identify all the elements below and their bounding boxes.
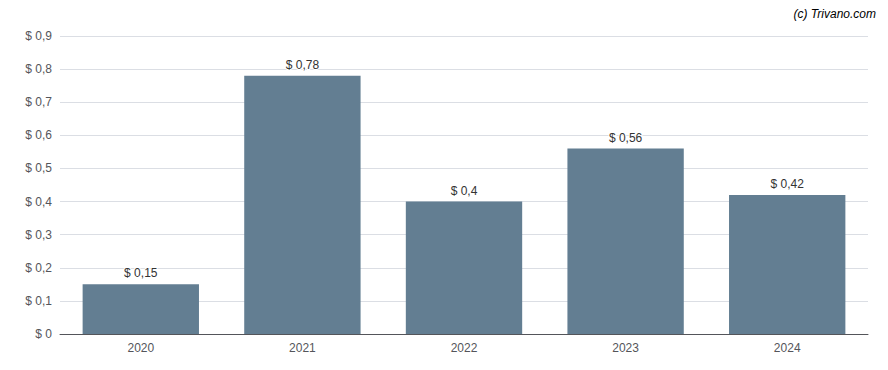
svg-text:$ 0,8: $ 0,8 <box>25 62 52 76</box>
svg-text:$ 0,5: $ 0,5 <box>25 161 52 175</box>
svg-text:$ 0,42: $ 0,42 <box>771 177 805 191</box>
svg-text:$ 0,56: $ 0,56 <box>609 131 643 145</box>
svg-text:$ 0: $ 0 <box>35 327 52 341</box>
svg-text:2023: 2023 <box>612 341 639 355</box>
svg-text:(c) Trivano.com: (c) Trivano.com <box>794 7 876 21</box>
svg-text:$ 0,7: $ 0,7 <box>25 95 52 109</box>
svg-text:$ 0,2: $ 0,2 <box>25 261 52 275</box>
svg-text:2024: 2024 <box>774 341 801 355</box>
svg-text:2020: 2020 <box>127 341 154 355</box>
svg-text:$ 0,78: $ 0,78 <box>286 58 320 72</box>
svg-text:$ 0,1: $ 0,1 <box>25 294 52 308</box>
svg-text:$ 0,4: $ 0,4 <box>451 184 478 198</box>
svg-text:$ 0,15: $ 0,15 <box>124 266 158 280</box>
svg-text:$ 0,3: $ 0,3 <box>25 228 52 242</box>
svg-text:$ 0,4: $ 0,4 <box>25 195 52 209</box>
svg-text:2022: 2022 <box>451 341 478 355</box>
svg-text:$ 0,9: $ 0,9 <box>25 29 52 43</box>
svg-text:2021: 2021 <box>289 341 316 355</box>
svg-text:$ 0,6: $ 0,6 <box>25 128 52 142</box>
